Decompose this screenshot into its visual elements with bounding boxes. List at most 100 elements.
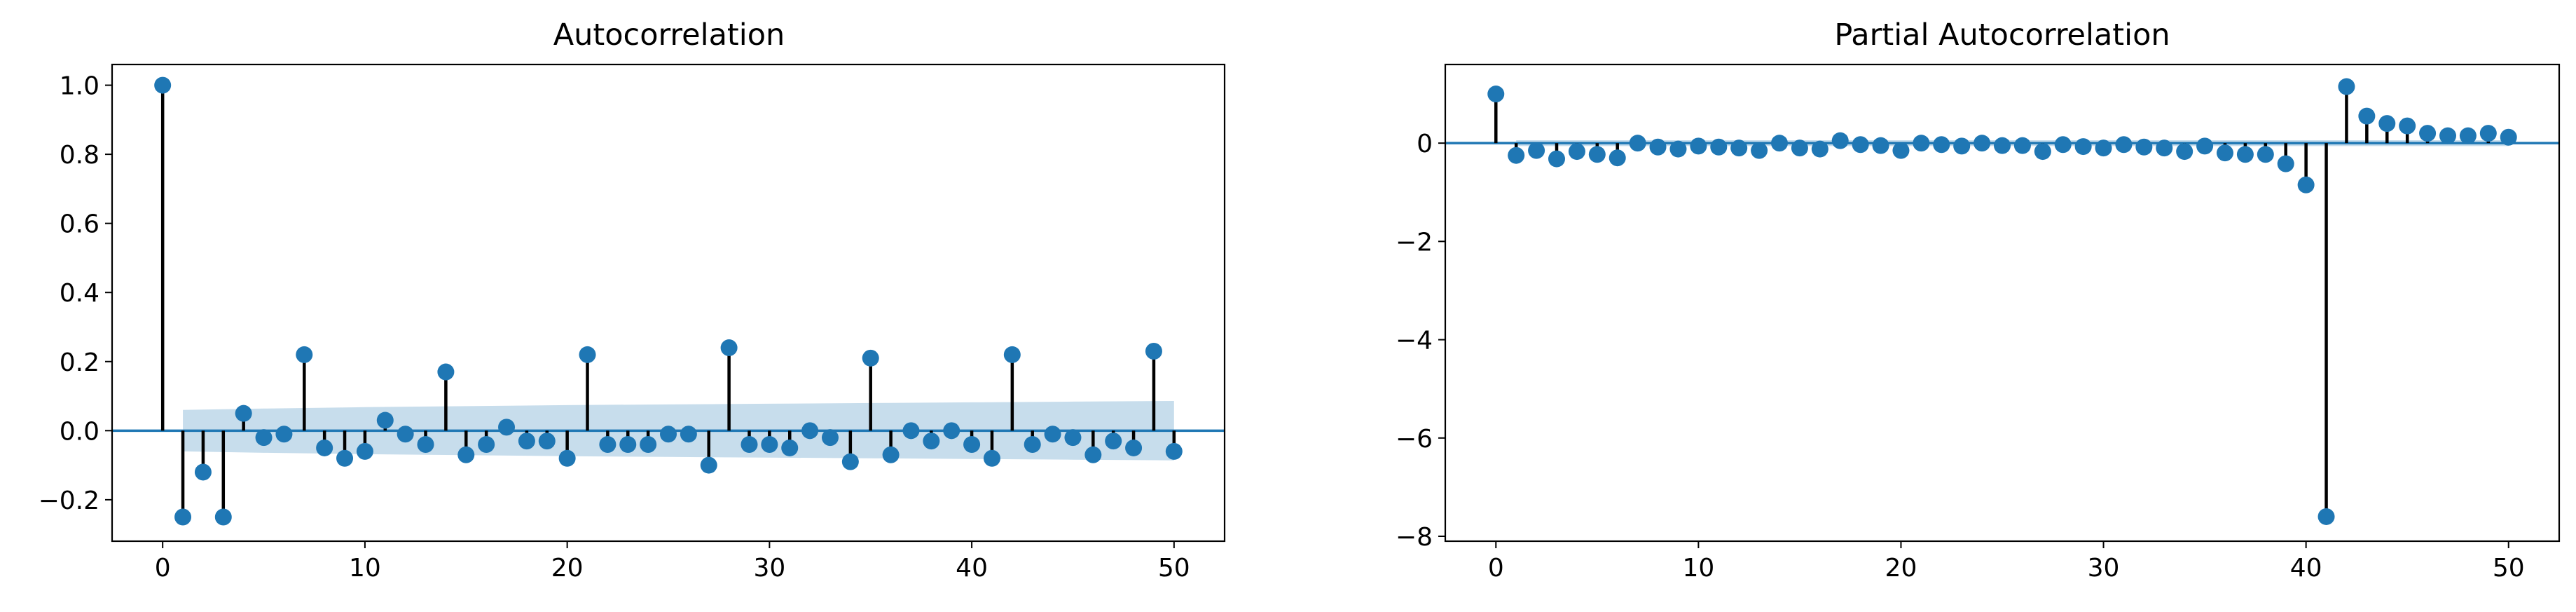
acf-ytick-label: 0.8: [60, 141, 99, 170]
acf-point-9: [336, 449, 354, 467]
acf-point-37: [902, 422, 920, 440]
acf-markers: [154, 76, 1183, 526]
pacf-point-18: [1852, 136, 1869, 154]
acf-point-13: [417, 436, 434, 454]
pacf-point-43: [2358, 107, 2376, 125]
acf-ytick-label: 0.6: [60, 210, 99, 239]
pacf-point-20: [1892, 142, 1910, 159]
pacf-point-25: [1994, 137, 2011, 154]
acf-point-40: [963, 436, 981, 454]
pacf-ytick-label: 0: [1417, 130, 1433, 158]
acf-point-16: [478, 436, 495, 454]
acf-point-47: [1105, 433, 1122, 450]
pacf-ytick-label: −6: [1396, 425, 1433, 454]
pacf-point-35: [2196, 137, 2214, 155]
pacf-point-8: [1649, 138, 1667, 156]
acf-point-35: [862, 349, 879, 367]
acf-point-10: [356, 442, 373, 460]
pacf-point-26: [2013, 137, 2031, 154]
pacf-point-41: [2317, 508, 2335, 525]
pacf-markers: [1487, 78, 2517, 525]
pacf-ytick-label: −8: [1396, 523, 1433, 552]
acf-point-0: [154, 76, 172, 94]
acf-y-axis: −0.2 0.0 0.2 0.4 0.6 0.8 1.0: [39, 72, 112, 515]
pacf-point-47: [2439, 127, 2456, 144]
acf-point-14: [437, 363, 455, 381]
pacf-plot-frame: [1444, 63, 2561, 543]
pacf-point-0: [1487, 86, 1505, 103]
acf-point-24: [640, 436, 657, 454]
acf-point-21: [579, 346, 596, 363]
acf-point-49: [1145, 342, 1162, 360]
acf-point-2: [194, 463, 212, 481]
acf-point-12: [397, 426, 414, 443]
acf-xtick-label: 20: [551, 554, 584, 583]
acf-point-5: [255, 429, 273, 447]
pacf-xtick-label: 40: [2290, 554, 2322, 583]
acf-point-23: [619, 436, 637, 454]
acf-point-20: [558, 449, 576, 467]
acf-point-42: [1003, 346, 1021, 363]
acf-point-48: [1125, 439, 1143, 456]
pacf-xtick-label: 0: [1488, 554, 1504, 583]
acf-point-38: [923, 433, 940, 450]
pacf-xtick-label: 20: [1885, 554, 1917, 583]
acf-point-8: [316, 439, 333, 456]
pacf-point-5: [1588, 146, 1606, 163]
acf-point-18: [518, 433, 535, 450]
acf-point-25: [660, 426, 677, 443]
acf-point-34: [841, 453, 859, 470]
acf-point-41: [983, 449, 1000, 467]
acf-point-44: [1044, 426, 1061, 443]
acf-point-33: [821, 429, 839, 447]
acf-xtick-label: 50: [1158, 554, 1190, 583]
pacf-point-37: [2236, 146, 2254, 163]
acf-point-19: [538, 433, 556, 450]
pacf-point-9: [1669, 140, 1687, 158]
acf-point-1: [174, 508, 192, 526]
pacf-point-12: [1730, 140, 1748, 157]
pacf-point-7: [1629, 135, 1646, 152]
pacf-point-4: [1568, 143, 1585, 161]
acf-ytick-label: 1.0: [60, 72, 99, 101]
acf-point-32: [801, 422, 819, 440]
acf-xtick-label: 0: [155, 554, 171, 583]
pacf-point-27: [2034, 143, 2051, 161]
pacf-point-46: [2419, 125, 2437, 142]
pacf-point-29: [2074, 138, 2092, 156]
acf-point-15: [457, 446, 475, 463]
pacf-xtick-label: 30: [2088, 554, 2120, 583]
acf-point-11: [376, 412, 394, 429]
pacf-point-21: [1913, 135, 1930, 152]
pacf-point-14: [1771, 135, 1788, 152]
acf-point-29: [741, 436, 758, 454]
pacf-xtick-label: 10: [1682, 554, 1714, 583]
pacf-point-17: [1831, 132, 1849, 149]
pacf-point-40: [2297, 176, 2315, 193]
pacf-point-50: [2500, 128, 2517, 146]
pacf-point-1: [1508, 147, 1525, 164]
pacf-ytick-label: −2: [1396, 228, 1433, 257]
pacf-x-axis: 0 10 20 30 40 50: [1488, 541, 2525, 583]
acf-title: Autocorrelation: [553, 18, 785, 53]
pacf-point-30: [2095, 140, 2112, 157]
pacf-point-23: [1953, 137, 1971, 155]
acf-point-27: [700, 456, 717, 474]
pacf-point-36: [2217, 144, 2233, 162]
acf-ytick-label: −0.2: [39, 487, 99, 515]
pacf-point-2: [1528, 142, 1545, 159]
acf-point-28: [720, 339, 738, 357]
pacf-point-31: [2115, 136, 2133, 154]
acf-point-31: [781, 439, 799, 456]
acf-chart: Autocorrelation 0 10 20 30 40 50 −0.2 0.0 0.2 0.…: [39, 18, 1226, 583]
acf-point-6: [275, 426, 293, 443]
acf-x-axis: 0 10 20 30 40 50: [155, 541, 1190, 583]
acf-xtick-label: 40: [956, 554, 988, 583]
acf-plot-frame: [111, 63, 1226, 543]
pacf-point-28: [2054, 136, 2072, 154]
pacf-point-10: [1690, 137, 1707, 155]
pacf-chart: Partial Autocorrelation 0 10 20 30 40 50 −8 −6…: [1396, 18, 2561, 583]
pacf-point-11: [1710, 138, 1728, 156]
pacf-point-49: [2479, 125, 2497, 142]
acf-point-3: [214, 508, 232, 526]
